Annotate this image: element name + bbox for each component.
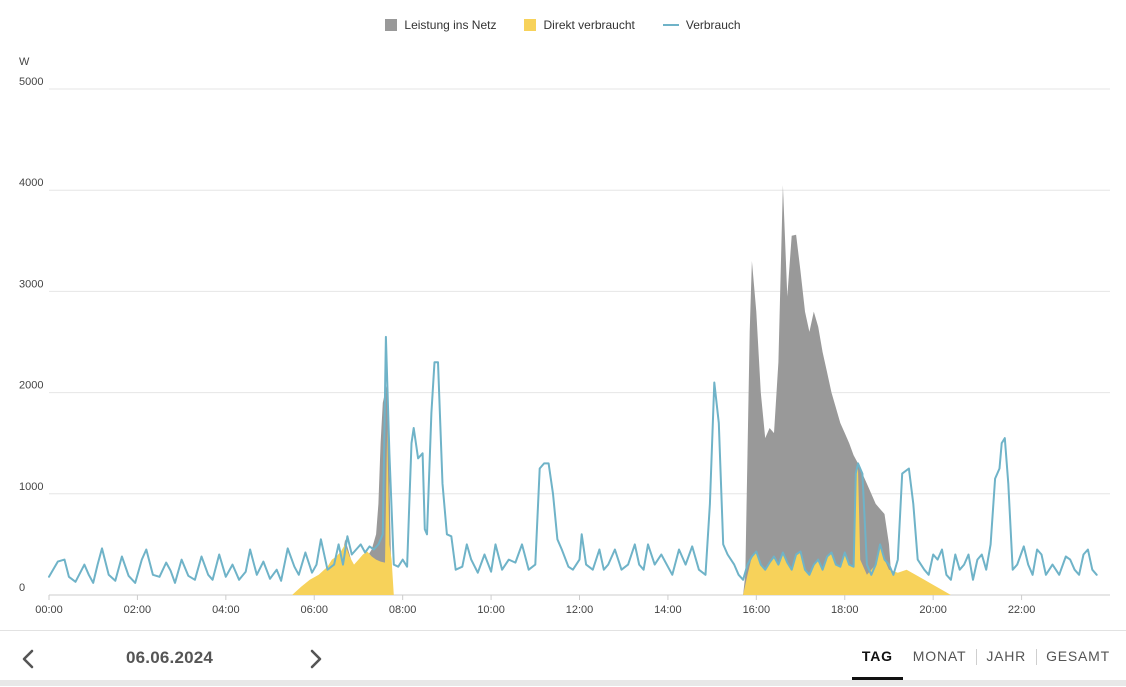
date-toolbar: 06.06.2024 TAG MONAT JAHR GESAMT xyxy=(0,630,1126,687)
area-direct-consumed-segment xyxy=(743,468,951,595)
x-tick-label: 08:00 xyxy=(389,604,417,616)
tab-day[interactable]: TAG xyxy=(851,631,903,681)
chart-grid xyxy=(49,88,1110,596)
area-feed-in-segment xyxy=(743,185,894,595)
tab-year[interactable]: JAHR xyxy=(976,631,1036,681)
y-tick-label: 1000 xyxy=(19,481,43,493)
area-feed-in-segment xyxy=(336,382,392,595)
x-tick-label: 06:00 xyxy=(300,604,328,616)
legend-label-direct-consumed: Direkt verbraucht xyxy=(543,18,635,32)
chart-legend: Leistung ins Netz Direkt verbraucht Verb… xyxy=(0,18,1126,32)
x-tick-label: 14:00 xyxy=(654,604,682,616)
next-day-button[interactable] xyxy=(302,645,330,673)
tab-total[interactable]: GESAMT xyxy=(1036,631,1120,681)
y-tick-label: 2000 xyxy=(19,380,43,392)
y-tick-label: 4000 xyxy=(19,177,43,189)
x-tick-label: 04:00 xyxy=(212,604,240,616)
tab-month[interactable]: MONAT xyxy=(912,648,967,664)
x-tick-label: 12:00 xyxy=(566,604,594,616)
current-date: 06.06.2024 xyxy=(126,648,214,667)
y-axis-unit: W xyxy=(19,56,30,68)
x-tick-label: 22:00 xyxy=(1008,604,1036,616)
previous-day-button[interactable] xyxy=(14,645,42,673)
x-tick-label: 16:00 xyxy=(743,604,771,616)
chevron-left-icon xyxy=(22,649,34,669)
x-tick-label: 20:00 xyxy=(919,604,947,616)
x-tick-label: 02:00 xyxy=(124,604,152,616)
bottom-divider xyxy=(0,680,1126,686)
x-tick-label: 00:00 xyxy=(35,604,63,616)
area-direct-consumed-segment xyxy=(292,428,394,595)
chevron-right-icon xyxy=(310,649,322,669)
legend-item-direct-consumed[interactable]: Direkt verbraucht xyxy=(524,18,635,32)
energy-chart: 0 1000 2000 3000 4000 5000 W 00:00 02:00 04:00 06:… xyxy=(19,56,1110,616)
legend-swatch-consumption xyxy=(662,24,679,26)
chart-lines xyxy=(48,335,1098,584)
line-consumption xyxy=(48,335,1098,584)
period-tabs: TAG MONAT JAHR GESAMT xyxy=(851,631,1120,681)
legend-swatch-feed-in xyxy=(385,19,398,31)
chart-axes: 0 1000 2000 3000 4000 5000 W 00:00 02:00 04:00 06:… xyxy=(19,56,1035,616)
x-tick-label: 18:00 xyxy=(831,604,859,616)
legend-swatch-direct-consumed xyxy=(524,19,537,31)
y-tick-label: 3000 xyxy=(19,278,43,290)
legend-item-consumption[interactable]: Verbrauch xyxy=(662,18,741,32)
legend-label-consumption: Verbrauch xyxy=(685,18,741,32)
chart-areas xyxy=(292,185,951,595)
y-tick-label: 5000 xyxy=(19,76,43,88)
y-tick-label: 0 xyxy=(19,582,25,594)
x-tick-label: 10:00 xyxy=(477,604,505,616)
legend-item-feed-in[interactable]: Leistung ins Netz xyxy=(385,18,496,32)
legend-label-feed-in: Leistung ins Netz xyxy=(404,18,497,32)
